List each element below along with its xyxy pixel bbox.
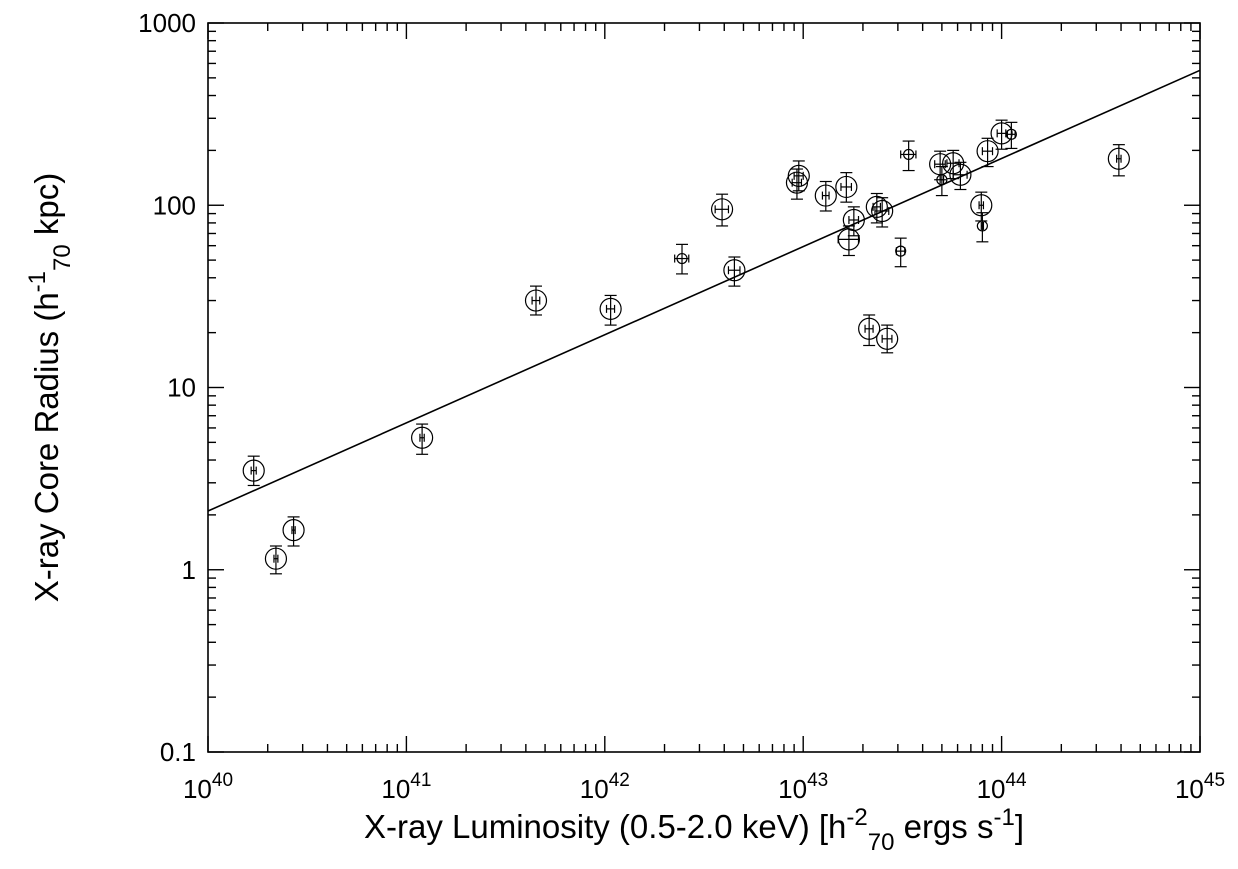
data-point [976, 212, 989, 243]
data-point [876, 324, 899, 354]
data-point [814, 180, 837, 212]
y-tick-label: 100 [153, 190, 196, 220]
data-point [723, 256, 746, 287]
plot-frame [207, 22, 1201, 753]
x-tick-labels: 1040 1041 1042 1043 1044 1045 [183, 770, 1225, 804]
point-marker [411, 426, 434, 449]
data-point [710, 193, 734, 227]
point-marker [710, 198, 734, 221]
point-marker [903, 148, 915, 161]
point-marker [264, 547, 288, 570]
data-point [871, 197, 894, 228]
point-marker [990, 122, 1013, 145]
point-marker [895, 245, 907, 257]
data-point [900, 140, 917, 172]
point-marker [871, 199, 894, 223]
data-point [990, 119, 1013, 150]
x-tick-label: 1041 [381, 770, 431, 804]
x-tick-label: 1040 [183, 770, 233, 804]
point-marker [842, 208, 865, 232]
point-marker [970, 194, 993, 217]
point-marker [876, 327, 899, 350]
point-marker [242, 459, 265, 482]
x-tick-label: 1042 [580, 770, 630, 804]
x-tick-label: 1045 [1175, 770, 1225, 804]
point-marker [282, 519, 305, 542]
data-point [976, 137, 999, 168]
data-point [524, 285, 548, 316]
point-marker [865, 195, 888, 218]
point-marker [524, 289, 548, 312]
data-point [842, 206, 865, 237]
y-axis-label: X-ray Core Radius (h-170 kpc) [24, 173, 76, 603]
data-point [282, 516, 305, 547]
data-point [949, 161, 972, 191]
point-marker [976, 220, 988, 232]
point-marker [976, 140, 999, 163]
data-point [411, 423, 434, 455]
point-marker [723, 259, 746, 282]
point-marker [676, 252, 688, 265]
data-point [835, 172, 858, 203]
axis-ticks [207, 22, 1201, 753]
point-marker [858, 317, 881, 340]
point-marker [1005, 128, 1017, 140]
fit-line [207, 69, 1201, 512]
x-axis-label: X-ray Luminosity (0.5-2.0 keV) [h-270 er… [364, 804, 1024, 856]
point-marker [814, 184, 837, 207]
y-tick-label: 0.1 [160, 737, 196, 767]
y-tick-label: 1000 [138, 8, 196, 38]
data-point [674, 243, 690, 275]
point-marker [599, 297, 622, 320]
data-point [865, 192, 888, 224]
y-tick-label: 1 [182, 555, 196, 585]
data-point [785, 168, 809, 200]
data-point [935, 165, 948, 197]
data-point [242, 455, 265, 487]
data-point [1005, 121, 1018, 150]
x-tick-label: 1044 [977, 770, 1027, 804]
point-marker [785, 171, 809, 194]
x-tick-label: 1043 [778, 770, 828, 804]
point-marker [936, 174, 948, 186]
data-point [599, 294, 622, 326]
y-tick-label: 10 [167, 373, 196, 403]
y-tick-labels: 0.1 1 10 100 1000 [138, 8, 196, 767]
point-marker [835, 175, 858, 199]
data-point [264, 545, 288, 575]
point-marker [1107, 147, 1130, 170]
data-points [242, 119, 1130, 575]
data-point [1107, 144, 1130, 177]
data-point [894, 237, 907, 268]
point-marker [949, 163, 972, 186]
data-point [858, 314, 881, 347]
